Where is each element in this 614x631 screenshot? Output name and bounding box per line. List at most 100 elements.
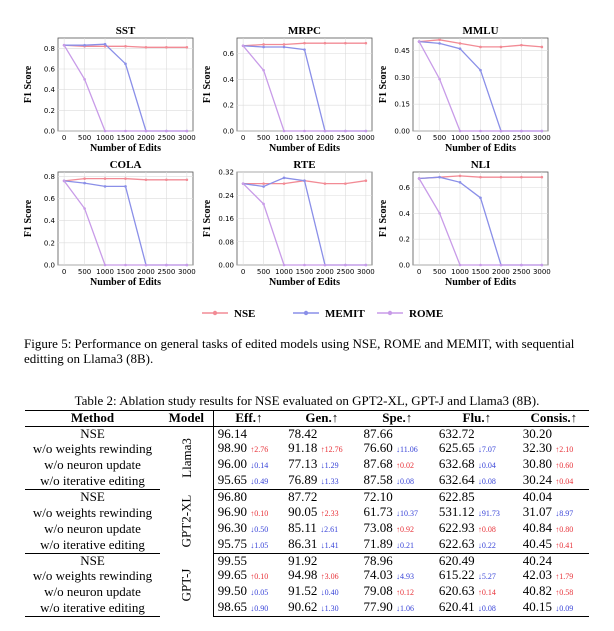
data-point-rome [144, 129, 148, 133]
spe-cell: 78.96 [360, 553, 435, 568]
flu-value: 632.72 [438, 425, 475, 441]
eff-cell: 95.75 ↓1.05 [213, 536, 285, 554]
data-point-rome [540, 263, 544, 267]
gen-cell: 78.42 [284, 426, 359, 441]
table-row: w/o iterative editing 95.65 ↓0.49 76.89 ↓1… [25, 473, 589, 490]
flu-value: 622.93 [438, 519, 475, 535]
table-row: NSE GPT-J 99.55 91.92 78.96 620.49 40.24 [25, 552, 589, 617]
x-tick-label: 2000 [492, 268, 510, 276]
data-point-rome [282, 263, 286, 267]
data-point-rome [241, 182, 245, 185]
eff-delta: ↓0.50 [250, 524, 269, 534]
data-point-memit [282, 45, 286, 49]
spe-value: 61.73 [363, 503, 393, 519]
consis-cell: 40.04 [519, 490, 589, 505]
spe-value: 77.90 [363, 599, 393, 614]
table-header-row: Method Model Eff.↑ Gen.↑ Spe.↑ Flu.↑ Con… [25, 410, 589, 427]
y-tick-label: 0.45 [394, 47, 410, 55]
eff-cell: 96.00 ↓0.14 [213, 457, 284, 473]
flu-value: 632.68 [438, 456, 475, 471]
flu-value: 620.63 [438, 583, 475, 598]
y-tick-label: 0.16 [218, 215, 234, 223]
chart-title: RTE [293, 159, 315, 171]
eff-delta: ↑0.10 [250, 508, 269, 518]
data-point-rome [458, 263, 462, 267]
legend-marker-rome [387, 310, 393, 316]
chart-title: MMLU [462, 25, 498, 37]
method-cell: NSE [80, 425, 105, 441]
x-tick-label: 0 [241, 268, 245, 276]
eff-value: 99.50 [217, 583, 247, 598]
data-point-rome [458, 129, 462, 133]
flu-value: 632.64 [438, 472, 475, 487]
legend-marker-memit [303, 310, 309, 316]
spe-cell: 74.03 ↓4.93 [360, 568, 435, 584]
data-point-nse [364, 179, 368, 183]
data-point-memit [103, 185, 107, 188]
data-point-rome [262, 202, 265, 206]
data-point-rome [241, 44, 245, 48]
data-point-rome [144, 263, 148, 267]
consis-value: 40.15 [522, 599, 552, 614]
y-tick-label: 0.15 [394, 101, 410, 109]
consis-cell: 40.45 ↑0.41 [518, 536, 589, 554]
data-point-nse [165, 46, 168, 49]
data-point-rome [438, 77, 441, 81]
gen-delta: ↓1.29 [320, 461, 339, 470]
table-row: w/o weights rewinding 99.65 ↑0.10 94.98 ↑3… [25, 568, 589, 584]
flu-value: 622.85 [438, 489, 475, 505]
gen-delta: ↓1.41 [320, 540, 339, 550]
gen-cell: 91.92 [284, 553, 359, 568]
data-point-rome [364, 129, 368, 133]
spe-cell: 76.60 ↓11.06 [360, 441, 435, 457]
x-tick-label: 1500 [296, 268, 314, 276]
method-cell: w/o neuron update [44, 520, 141, 536]
method-cell: w/o weights rewinding [32, 504, 153, 520]
chart-sst: 0.0 0.2 0.4 0.6 0.8 0 500 1000 1500 2000 2500 3000 S… [23, 25, 196, 154]
data-point-memit [83, 43, 86, 47]
gen-delta: ↓1.33 [320, 477, 339, 486]
table-row: w/o neuron update 96.30 ↓0.50 85.11 ↓2.61 7… [25, 519, 589, 537]
spe-value: 74.03 [363, 567, 393, 582]
x-tick-label: 500 [78, 134, 91, 142]
x-tick-label: 2500 [157, 268, 175, 276]
x-tick-label: 3000 [178, 268, 196, 276]
data-point-rome [83, 207, 86, 210]
eff-delta: ↓0.14 [250, 461, 269, 470]
gen-cell: 77.13 ↓1.29 [284, 457, 359, 473]
gen-cell: 90.05 ↑2.33 [284, 504, 359, 521]
data-point-nse [103, 177, 107, 180]
data-point-rome [520, 263, 523, 267]
spe-cell: 71.89 ↓0.21 [359, 536, 435, 554]
chart-mrpc: 0.0 0.2 0.4 0.6 0 500 1000 1500 2000 2500 3000 MRPC… [202, 25, 375, 154]
x-axis-label: Number of Edits [90, 143, 161, 154]
y-axis-label: F1 Score [23, 199, 34, 237]
y-tick-label: 0.8 [44, 173, 55, 181]
y-tick-label: 0.4 [399, 210, 411, 218]
x-tick-label: 2500 [512, 268, 530, 276]
eff-cell: 96.14 [213, 426, 284, 441]
legend-label-rome: ROME [409, 308, 443, 320]
model-cell: GPT-J [160, 553, 214, 617]
eff-value: 96.30 [217, 519, 247, 535]
spe-value: 87.68 [363, 456, 393, 471]
data-point-nse [438, 38, 441, 42]
method-cell: w/o iterative editing [25, 536, 160, 554]
method-cell: NSE [80, 552, 105, 568]
spe-cell: 87.68 ↑0.02 [360, 457, 435, 473]
flu-delta: ↓91.73 [477, 508, 500, 518]
header-model: Model [160, 410, 214, 427]
y-tick-label: 0.6 [223, 50, 235, 58]
x-tick-label: 2500 [336, 268, 354, 276]
gen-cell: 86.31 ↓1.41 [284, 536, 360, 554]
x-tick-label: 0 [62, 268, 66, 276]
eff-cell: 96.30 ↓0.50 [213, 519, 284, 537]
data-point-memit [83, 181, 86, 185]
y-axis-label: F1 Score [23, 65, 34, 103]
data-point-memit [103, 42, 107, 46]
header-consis: Consis.↑ [518, 410, 589, 427]
data-point-rome [499, 129, 503, 133]
data-point-rome [103, 129, 107, 133]
gen-value: 87.72 [288, 489, 318, 505]
data-point-nse [479, 45, 482, 49]
